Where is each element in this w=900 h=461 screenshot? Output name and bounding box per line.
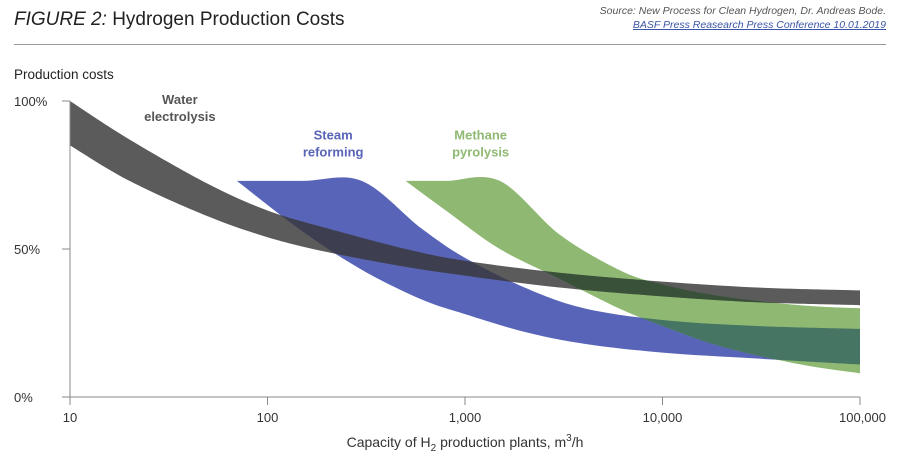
series-label-methane-pyrolysis: Methane pyrolysis [452, 127, 509, 159]
band-methane-pyrolysis [405, 176, 860, 374]
figure-title-text: Hydrogen Production Costs [112, 9, 345, 30]
x-axis-title-part: Capacity of H [347, 434, 431, 450]
source-line-1: Source: New Process for Clean Hydrogen, … [599, 5, 886, 17]
source-link[interactable]: BASF Press Reasearch Press Conference 10… [632, 19, 886, 31]
x-tick-label: 100 [257, 410, 279, 425]
header-divider [14, 44, 886, 45]
band-steam-reforming [236, 177, 860, 365]
source-note: Source: New Process for Clean Hydrogen, … [600, 4, 886, 32]
series-labels-layer: Steam reforming Methane pyrolysis Water elect… [144, 92, 509, 160]
figure-title: FIGURE 2: Hydrogen Production Costs [14, 9, 345, 31]
y-tick-label: 100% [14, 94, 48, 109]
series-label-steam-reforming: Steam reforming [303, 127, 364, 159]
x-axis-title-part: /h [572, 434, 584, 450]
x-axis-title-part: 3 [566, 433, 572, 444]
y-axis-title: Production costs [14, 67, 114, 82]
x-tick-label: 10,000 [643, 410, 683, 425]
overlaps-layer [236, 176, 860, 365]
x-axis-title-part: 2 [431, 443, 437, 454]
y-tick-label: 0% [14, 390, 33, 405]
series-label-water-electrolysis: Water electrolysis [144, 92, 216, 124]
figure-label: FIGURE 2: [14, 9, 107, 30]
overlap-water-electrolysis-steam-reforming [236, 177, 860, 306]
x-tick-label: 100,000 [839, 410, 886, 425]
axes-layer: 0% 50% 100% 10 100 1,000 10,000 100,000 Capacity… [14, 94, 886, 454]
y-tick-label: 50% [14, 242, 40, 257]
x-tick-label: 1,000 [449, 410, 482, 425]
x-tick-label: 10 [63, 410, 77, 425]
overlap-fill [236, 177, 860, 306]
x-axis-title-part: production plants, m [436, 434, 566, 450]
x-axis-title: Capacity of H2 production plants, m3/h [347, 433, 584, 454]
